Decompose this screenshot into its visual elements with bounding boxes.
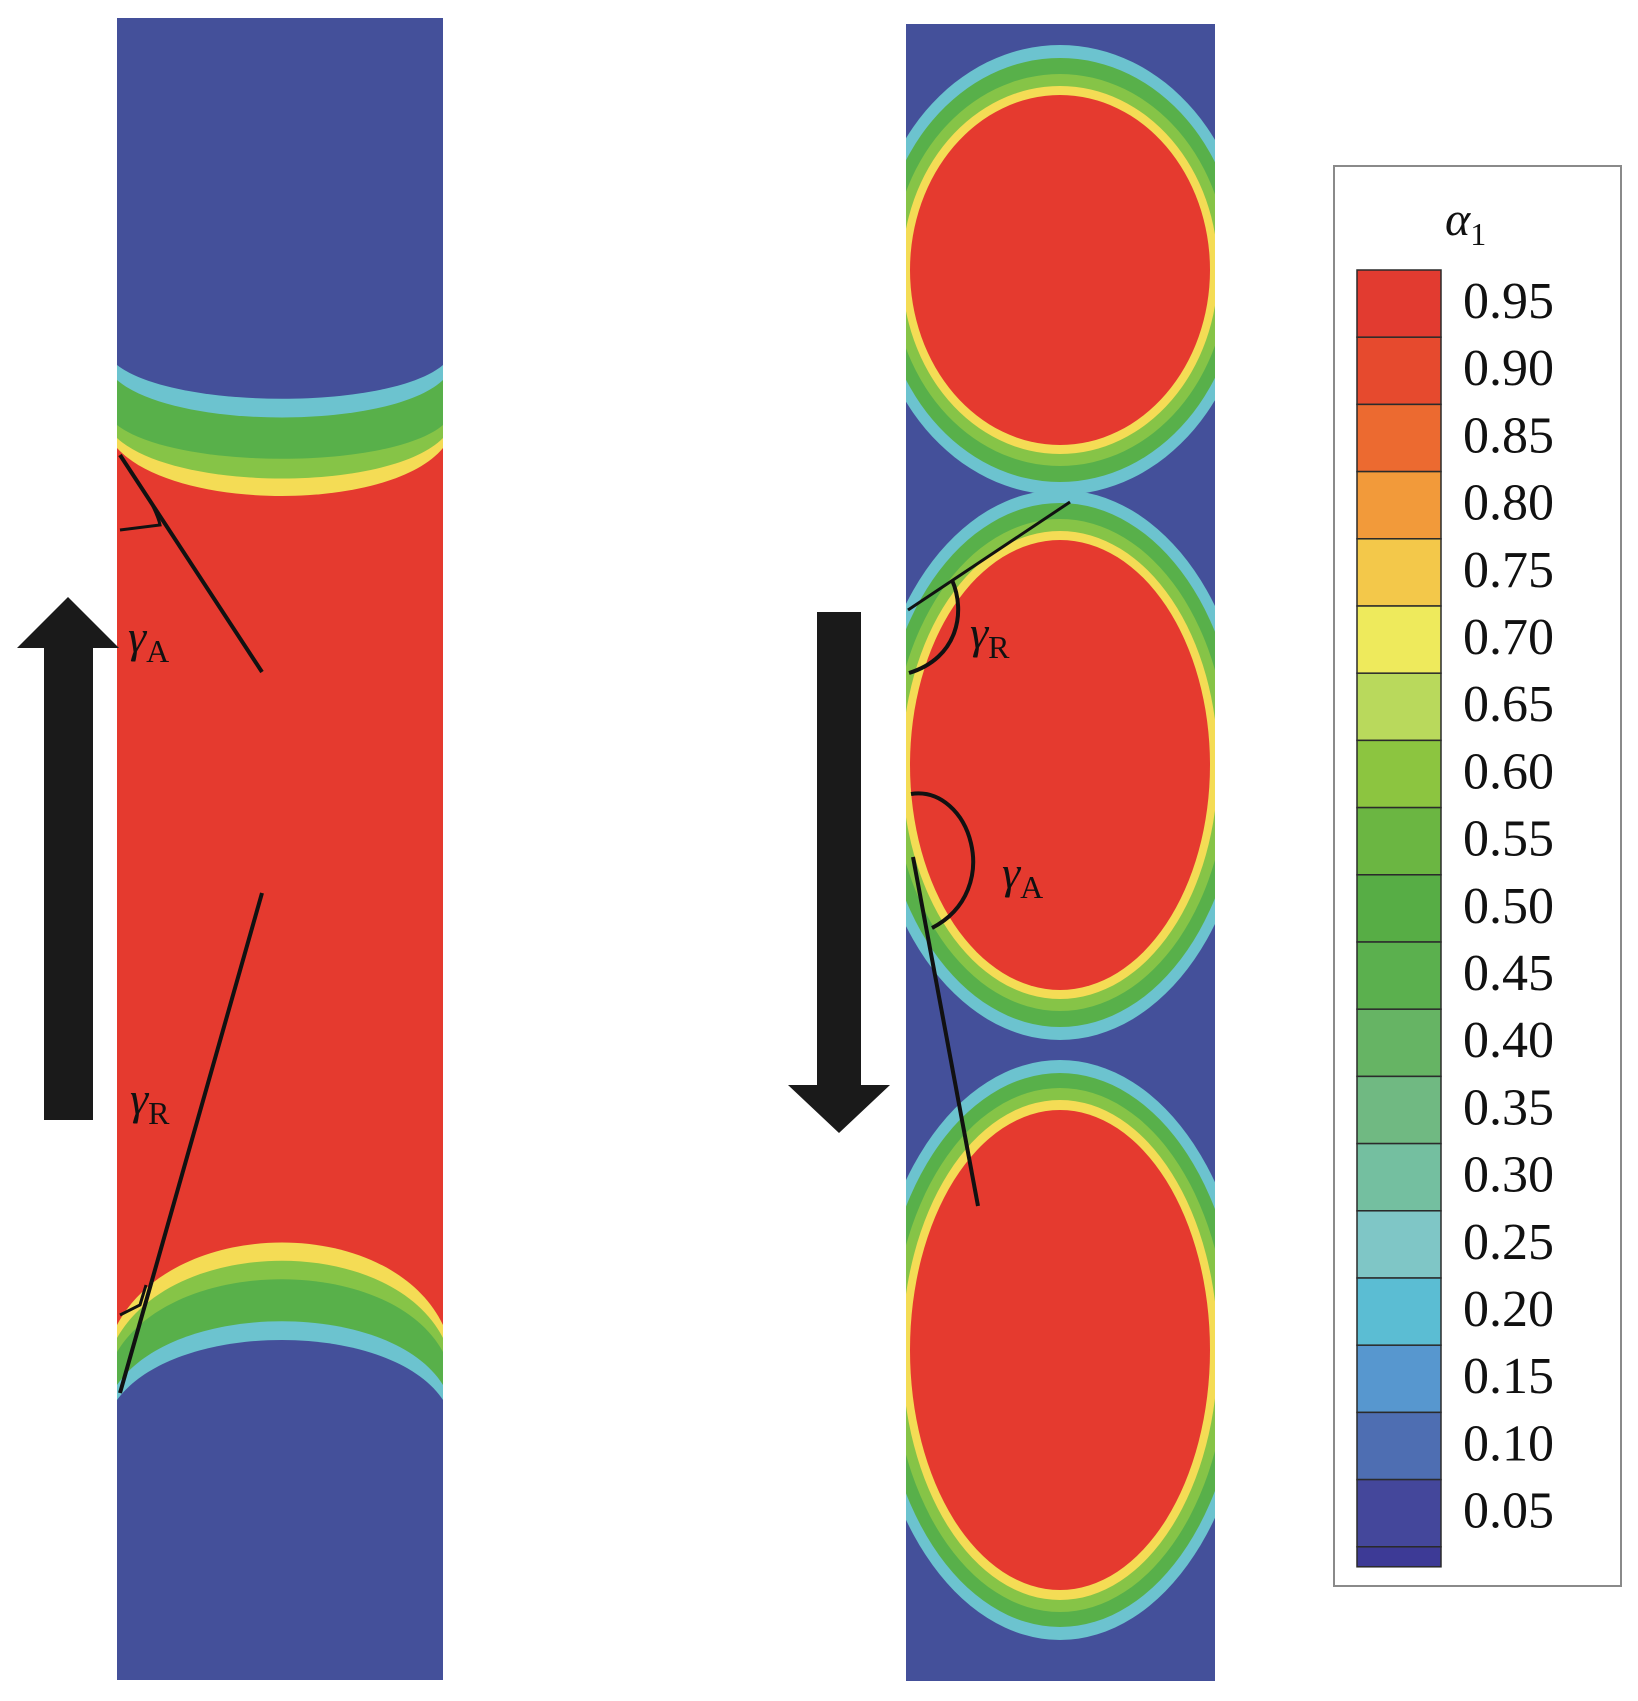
left-arrow-shaft	[44, 645, 93, 1120]
legend-level-labels: 0.95 0.90 0.85 0.80 0.75 0.70 0.65 0.60 0.55 0.50…	[1463, 273, 1554, 1540]
legend-swatch	[1356, 538, 1442, 607]
left-angle-lines	[118, 453, 264, 1394]
legend-level-label: 0.40	[1463, 1012, 1554, 1069]
right-channel-panel	[906, 24, 1215, 1681]
right-angle-lines	[907, 500, 1071, 1207]
left-receding-tangent-line	[118, 892, 264, 1394]
legend-title: α1	[1445, 193, 1486, 252]
legend-swatch	[1356, 1277, 1442, 1346]
right-receding-tangent-line	[907, 500, 1071, 612]
left-top-gas-region	[117, 18, 443, 496]
legend-level-label: 0.80	[1463, 475, 1554, 532]
legend-swatch	[1356, 1075, 1442, 1145]
right-direction-arrow	[788, 612, 890, 1133]
color-legend: α1 0.950.900.850.800.750.700.650.600.550…	[1333, 165, 1622, 1587]
right-droplet-middle	[906, 490, 1215, 1040]
left-channel-panel	[117, 18, 443, 1680]
left-advancing-angle-arc	[119, 499, 162, 532]
legend-level-label: 0.85	[1463, 407, 1554, 464]
right-receding-angle-label: γR	[970, 607, 1010, 665]
legend-swatch	[1356, 1142, 1442, 1212]
legend-swatch	[1356, 1344, 1442, 1414]
legend-level-label: 0.75	[1463, 542, 1554, 599]
left-bottom-gas-region	[117, 1242, 443, 1680]
legend-level-label: 0.55	[1463, 811, 1554, 868]
left-arrow-head	[17, 597, 119, 648]
legend-swatch	[1356, 739, 1442, 809]
legend-level-label: 0.15	[1463, 1348, 1554, 1405]
legend-level-label: 0.10	[1463, 1415, 1554, 1472]
legend-level-label: 0.60	[1463, 743, 1554, 800]
legend-level-label: 0.25	[1463, 1214, 1554, 1271]
legend-level-label: 0.65	[1463, 676, 1554, 733]
left-direction-arrow	[17, 597, 119, 1120]
legend-swatch	[1356, 1210, 1442, 1279]
legend-swatch	[1356, 1478, 1442, 1548]
legend-swatch	[1356, 269, 1442, 338]
legend-level-label: 0.20	[1463, 1281, 1554, 1338]
legend-swatch	[1356, 806, 1442, 876]
right-advancing-tangent-line	[911, 856, 980, 1207]
legend-level-label: 0.90	[1463, 340, 1554, 397]
legend-swatch	[1356, 672, 1442, 742]
legend-swatch	[1356, 941, 1442, 1010]
legend-level-label: 0.50	[1463, 878, 1554, 935]
legend-swatch	[1356, 470, 1442, 540]
left-advancing-tangent-line	[118, 453, 264, 674]
legend-swatch	[1356, 874, 1442, 943]
right-arrow-shaft	[817, 612, 861, 1090]
left-advancing-angle-label: γA	[128, 611, 169, 669]
left-receding-angle-arc	[119, 1284, 148, 1317]
right-advancing-angle-arc	[910, 791, 975, 930]
legend-swatch	[1356, 1411, 1442, 1481]
legend-swatch	[1356, 605, 1442, 674]
legend-level-label: 0.30	[1463, 1147, 1554, 1204]
left-receding-angle-label: γR	[130, 1073, 170, 1131]
right-receding-angle-arc	[908, 579, 961, 675]
legend-swatch	[1356, 403, 1442, 473]
legend-level-label: 0.05	[1463, 1483, 1554, 1540]
right-arrow-head	[788, 1085, 890, 1133]
legend-level-label: 0.45	[1463, 945, 1554, 1002]
legend-level-label: 0.95	[1463, 273, 1554, 330]
right-droplet-top	[906, 45, 1215, 495]
legend-swatch-bottom	[1356, 1546, 1442, 1568]
right-advancing-angle-label: γA	[1002, 847, 1043, 905]
legend-swatch	[1356, 336, 1442, 406]
legend-level-label: 0.70	[1463, 609, 1554, 666]
right-droplet-bottom	[906, 1060, 1215, 1640]
legend-swatch	[1356, 1008, 1442, 1078]
legend-level-label: 0.35	[1463, 1079, 1554, 1136]
legend-color-scale	[1356, 269, 1442, 1568]
